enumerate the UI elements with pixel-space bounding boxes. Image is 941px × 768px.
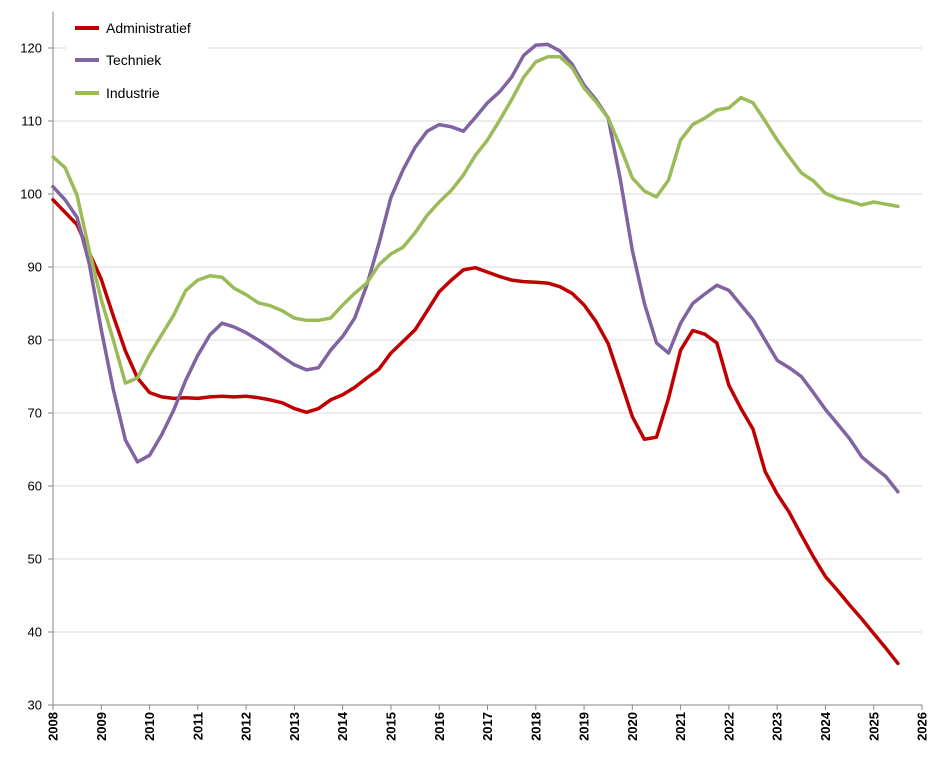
x-axis-tick-labels: 2008 2009 2010 2011 2012 2013 2014 2015 2016 2017… — [46, 711, 930, 741]
x-tick-label: 2023 — [770, 712, 785, 741]
x-tick-label: 2008 — [46, 712, 61, 741]
x-tick-label: 2009 — [94, 712, 109, 741]
series-lines — [51, 42, 900, 666]
y-tick-label: 30 — [28, 698, 42, 713]
y-tick-label: 70 — [28, 406, 42, 421]
x-tick-label: 2017 — [480, 712, 495, 741]
legend: Administratief Techniek Industrie — [66, 13, 208, 107]
y-tick-label: 80 — [28, 333, 42, 348]
legend-item-administratief: Administratief — [75, 20, 191, 36]
y-tick-label: 120 — [20, 41, 42, 56]
y-tick-label: 110 — [21, 114, 42, 129]
y-tick-label: 60 — [28, 479, 42, 494]
x-tick-label: 2012 — [239, 712, 254, 741]
x-tick-label: 2014 — [335, 711, 350, 741]
x-tick-label: 2010 — [142, 712, 157, 741]
legend-item-industrie: Industrie — [75, 85, 160, 101]
x-tick-label: 2011 — [190, 712, 205, 740]
x-tick-label: 2020 — [625, 712, 640, 741]
y-tick-label: 90 — [28, 260, 42, 275]
x-tick-label: 2019 — [577, 712, 592, 741]
y-tick-label: 50 — [28, 552, 42, 567]
x-tick-label: 2021 — [673, 712, 688, 741]
x-tick-label: 2026 — [915, 712, 930, 741]
legend-item-techniek: Techniek — [75, 52, 162, 68]
legend-label-techniek: Techniek — [106, 52, 162, 68]
y-axis-tick-labels: 30 40 50 60 70 80 90 100 110 120 — [20, 41, 42, 713]
series-line-administratief — [51, 198, 900, 666]
legend-label-administratief: Administratief — [106, 20, 191, 36]
x-tick-label: 2022 — [721, 712, 736, 741]
legend-label-industrie: Industrie — [106, 85, 160, 101]
x-tick-label: 2025 — [866, 712, 881, 741]
x-tick-label: 2024 — [818, 711, 833, 741]
y-tick-label: 100 — [20, 187, 42, 202]
x-tick-label: 2013 — [287, 712, 302, 741]
x-tick-label: 2016 — [432, 712, 447, 741]
gridlines — [53, 47, 922, 633]
x-tick-label: 2018 — [528, 712, 543, 741]
series-line-techniek — [51, 42, 900, 494]
axes — [48, 11, 923, 710]
y-tick-label: 40 — [28, 625, 42, 640]
x-tick-label: 2015 — [383, 712, 398, 741]
series-line-industrie — [51, 55, 900, 385]
